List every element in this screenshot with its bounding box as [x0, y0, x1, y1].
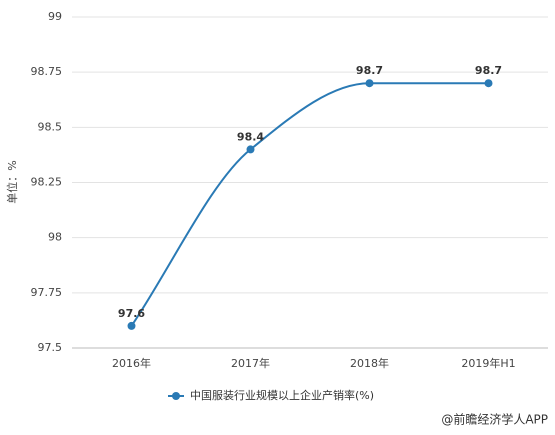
line: [130, 82, 489, 327]
data-label: 98.7: [475, 64, 502, 77]
y-tick-label: 98.25: [31, 176, 63, 189]
x-tick-label: 2016年: [112, 356, 151, 370]
point: [484, 79, 493, 88]
data-label: 97.6: [118, 307, 145, 320]
x-tick-label: 2017年: [231, 356, 270, 370]
y-tick-label: 97.75: [31, 286, 63, 299]
y-tick-label: 98.75: [31, 65, 63, 78]
x-tick-label: 2019年H1: [461, 356, 515, 370]
y-tick-label: 98: [48, 231, 62, 244]
data-label: 98.4: [237, 130, 264, 143]
y-axis-label: 单位：%: [5, 160, 19, 203]
y-tick-label: 98.5: [38, 120, 63, 133]
y-tick-label: 97.5: [38, 341, 63, 354]
point: [127, 321, 136, 330]
y-tick-label: 99: [48, 10, 62, 23]
legend-label: 中国服装行业规模以上企业产销率(%): [190, 388, 374, 402]
data-label: 98.7: [356, 64, 383, 77]
legend-marker: [172, 392, 180, 400]
x-tick-label: 2018年: [350, 356, 389, 370]
point: [365, 79, 374, 88]
point: [246, 145, 255, 154]
source: @前瞻经济学人APP: [441, 412, 548, 427]
